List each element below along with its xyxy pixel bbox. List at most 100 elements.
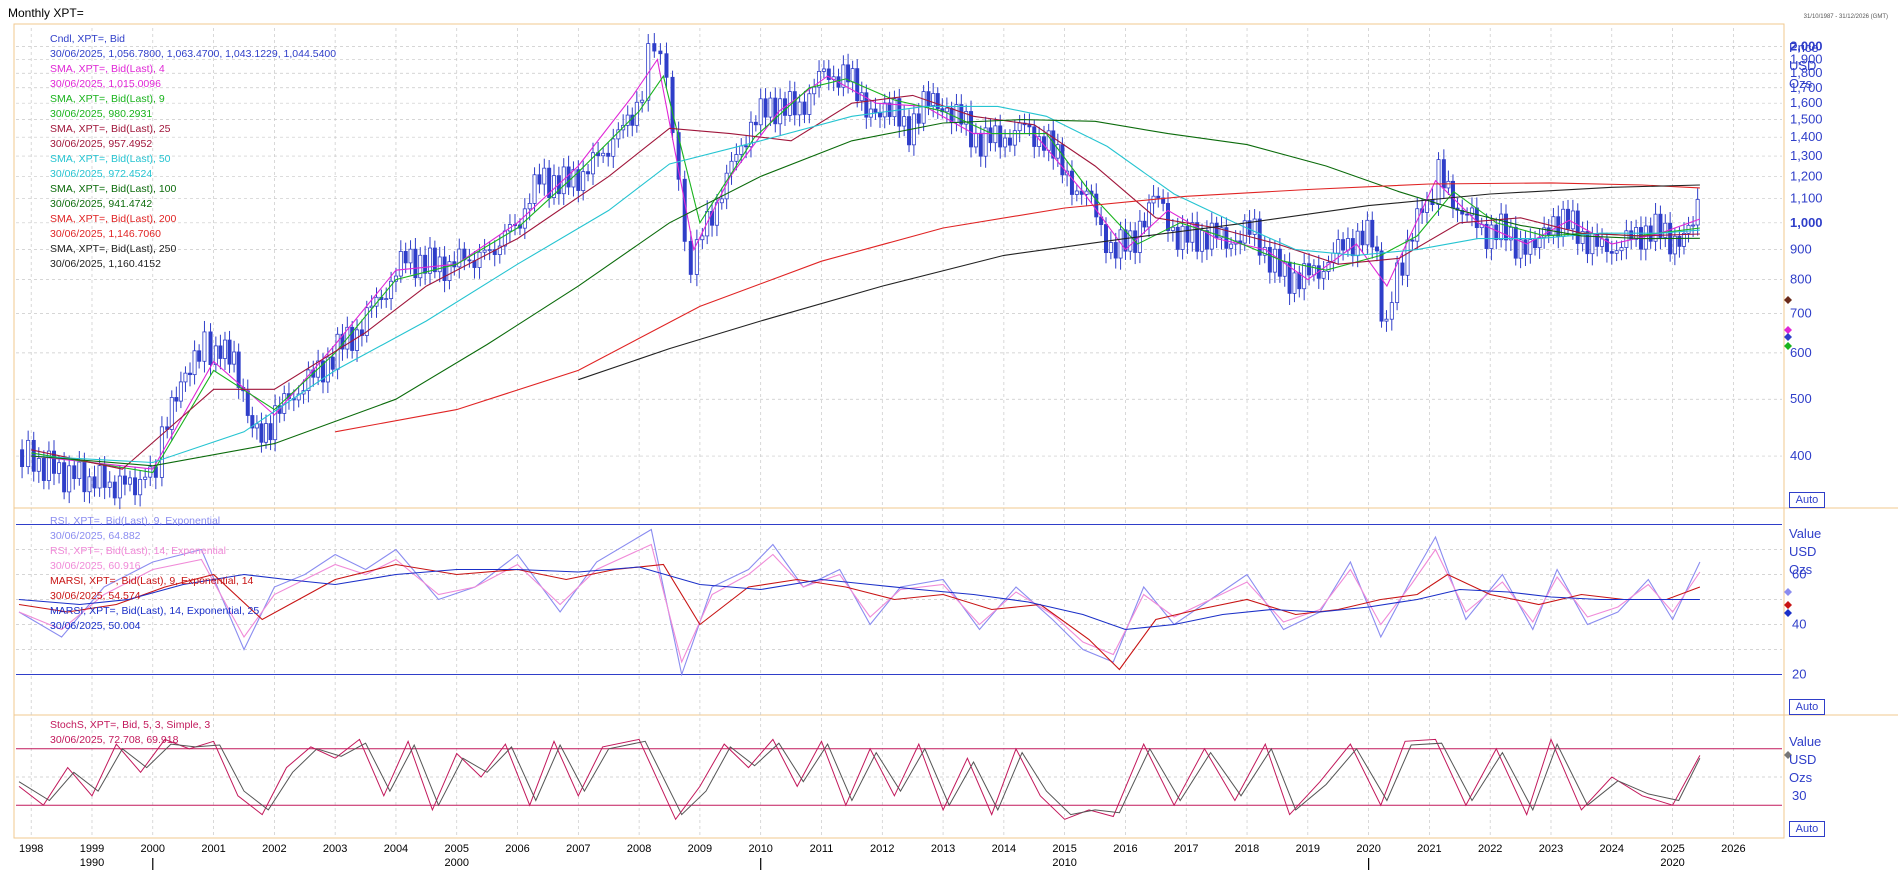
x-year-label: 2009 [688,843,712,855]
candle-body [664,53,669,78]
x-year-label: 2008 [627,843,651,855]
x-year-label: 2000 [141,843,165,855]
candle-body [792,91,797,116]
legend-entry: SMA, XPT=, Bid(Last), 100 [50,183,177,195]
candle-body [744,145,749,148]
x-year-label: 2012 [870,843,894,855]
candle-body [202,331,207,362]
candle-body [1489,224,1494,249]
candle-body [174,397,179,402]
candle-body [1003,137,1008,148]
rsi-line [18,543,1701,664]
candle-body [542,167,547,185]
candle-body [97,465,102,489]
candle-body [208,331,213,366]
candle-body [1142,220,1147,228]
rsi-line [18,528,1701,677]
candle-body [1166,203,1171,231]
candle-body [907,116,912,146]
date-range-label: 31/10/1987 - 31/12/2026 (GMT) [1803,14,1888,20]
candle-body [1600,238,1605,247]
candle-body [306,369,311,392]
candle-body [1533,239,1538,249]
stoch-auto-scale-button[interactable]: Auto [1789,821,1825,837]
candle-body [710,211,715,226]
candle-body [77,461,82,479]
candle-body [807,93,812,115]
unit-line: Price [1789,40,1819,55]
candle-body [1341,239,1346,251]
candle-body [273,405,278,441]
candle-body [1691,224,1696,227]
candle-body [841,64,846,88]
marker-diamond-icon [1784,609,1792,617]
candle-body [1214,222,1219,239]
candle-body [916,113,921,124]
candle-body [122,475,127,485]
candle-body [601,152,606,157]
legend-entry: Cndl, XPT=, Bid [50,33,125,45]
candle-body [1672,235,1677,255]
candle-body [1084,190,1089,195]
rsi-auto-scale-button[interactable]: Auto [1789,699,1825,715]
candle-body [1032,126,1037,147]
candle-body [739,145,744,155]
sma-line [31,58,1701,470]
candle-body [296,393,301,401]
candle-body [1262,246,1267,256]
candle-body [222,339,227,359]
price-panel [20,33,1701,510]
candle-body [864,92,869,118]
legend-entry: 30/06/2025, 1,146.7060 [50,228,161,240]
candle-body [1156,195,1161,199]
candle-body [138,479,143,496]
candle-body [1180,225,1185,250]
x-year-label: 2002 [262,843,286,855]
x-year-label: 2001 [201,843,225,855]
candle-body [1400,262,1405,276]
marker-diamond-icon [1784,588,1792,596]
candle-body [1580,231,1585,244]
legend-entry: 30/06/2025, 72.708, 69.918 [50,734,179,746]
price-legend: Cndl, XPT=, Bid 30/06/2025, 1,056.7800, 1… [50,32,336,272]
rsi-tick-label: 40 [1792,617,1806,632]
candle-body [325,356,330,383]
candle-body [1474,207,1479,229]
candle-body [236,351,241,388]
x-year-label: 1999 [80,843,104,855]
candle-body [41,458,46,481]
candle-body [355,329,360,351]
price-auto-scale-button[interactable]: Auto [1789,492,1825,508]
unit-line: USD [1789,752,1817,767]
candle-body [931,93,936,106]
x-year-label: 2007 [566,843,590,855]
candle-body [773,97,778,125]
candle-body [1007,137,1012,146]
sma-line [335,182,1700,433]
price-tick-label: 1,900 [1790,51,1823,66]
candle-body [427,247,432,274]
candle-body [1113,242,1118,259]
candle-body [1410,239,1415,242]
price-tick-label: 1,600 [1790,95,1823,110]
candle-body [1604,238,1609,252]
candle-body [700,235,705,241]
candle-body [502,230,507,247]
candle-body [753,121,758,126]
candle-body [117,475,122,499]
candle-body [1513,226,1518,259]
candle-body [482,249,487,253]
candle-body [1321,271,1326,279]
candle-body [1460,209,1465,215]
candle-body [959,104,964,125]
marker-diamond-icon [1784,342,1792,350]
candle-body [1619,247,1624,252]
x-year-label: 2021 [1417,843,1441,855]
candle-body [1190,222,1195,243]
candle-body [403,251,408,264]
candle-body [487,249,492,252]
candle-body [183,372,188,383]
window-title: Monthly XPT= [8,6,84,20]
candle-body [1677,235,1682,247]
